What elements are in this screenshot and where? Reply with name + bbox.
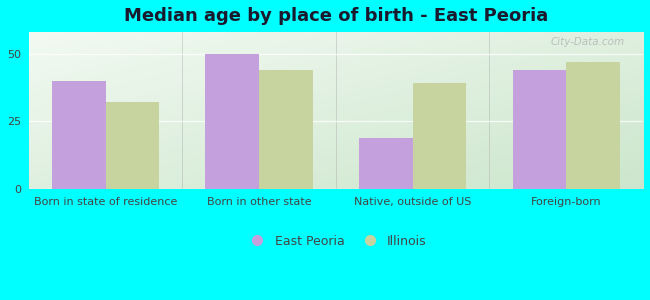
Bar xyxy=(512,70,566,189)
Text: City-Data.com: City-Data.com xyxy=(551,37,625,47)
Bar xyxy=(105,102,159,189)
Title: Median age by place of birth - East Peoria: Median age by place of birth - East Peor… xyxy=(124,7,548,25)
Bar xyxy=(359,138,413,189)
Legend: East Peoria, Illinois: East Peoria, Illinois xyxy=(240,230,432,253)
Bar xyxy=(566,62,620,189)
Bar xyxy=(52,81,105,189)
Bar xyxy=(259,70,313,189)
Bar xyxy=(205,54,259,189)
Bar xyxy=(413,83,467,189)
